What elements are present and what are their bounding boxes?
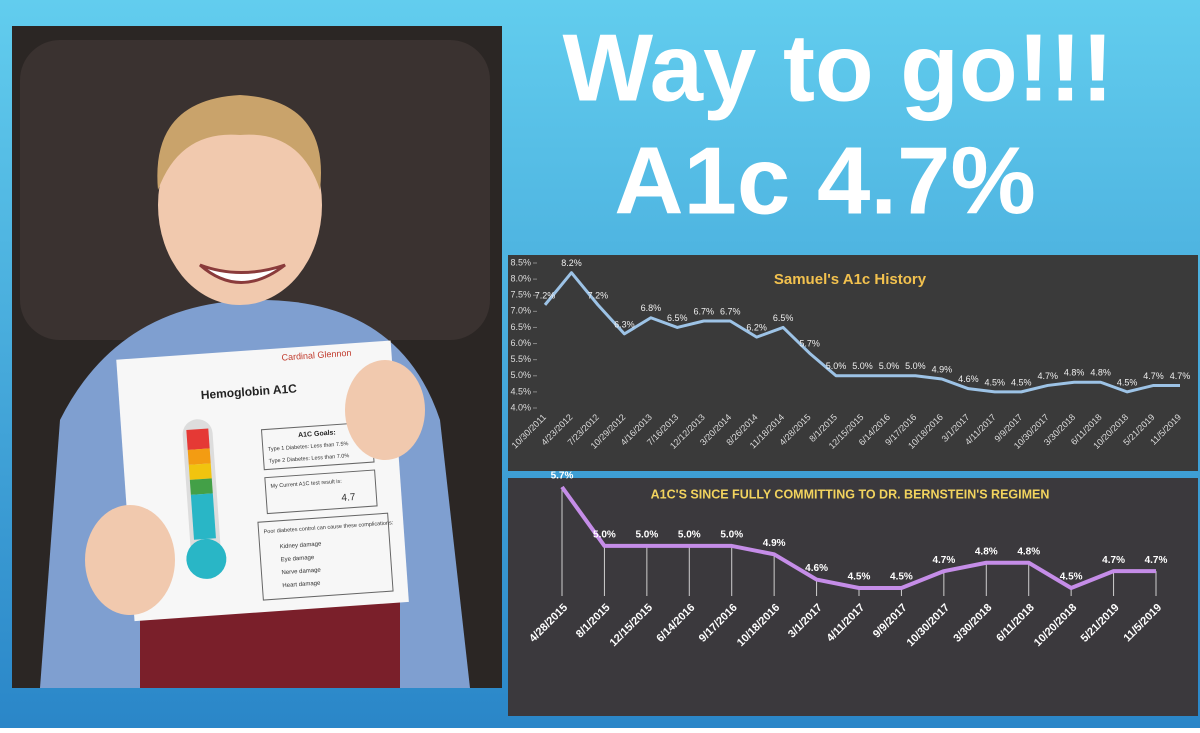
- complication-list: Kidney damage Eye damage Nerve damage Heart…: [280, 541, 323, 590]
- right-hand: [345, 360, 425, 460]
- data-label: 4.7%: [1102, 555, 1125, 566]
- complication: Heart damage: [282, 581, 321, 590]
- data-label: 4.8%: [1017, 546, 1040, 557]
- complication: Nerve damage: [281, 568, 321, 577]
- chart-title: A1C'S SINCE FULLY COMMITTING TO DR. BERN…: [651, 487, 1050, 501]
- smile: [199, 263, 286, 284]
- goals-title: A1C Goals:: [298, 429, 336, 439]
- warning-box: [257, 512, 394, 601]
- data-label: 4.6%: [958, 374, 979, 384]
- data-label: 4.7%: [1143, 371, 1164, 381]
- y-tick-label: 7.0%: [510, 306, 531, 316]
- result-value: 4.7: [341, 492, 356, 504]
- data-label: 6.7%: [720, 306, 741, 316]
- thermo-bulb: [186, 538, 227, 579]
- data-label: 6.7%: [693, 306, 714, 316]
- data-label: 5.0%: [678, 530, 701, 541]
- data-label: 4.9%: [763, 538, 786, 549]
- data-label: 5.0%: [720, 530, 743, 541]
- data-label: 4.8%: [975, 546, 998, 557]
- data-label: 4.5%: [985, 377, 1006, 387]
- data-label: 4.6%: [805, 563, 828, 574]
- data-label: 4.5%: [1011, 377, 1032, 387]
- photo: Cardinal Glennon Hemoglobin A1C A1C Goal…: [12, 26, 502, 688]
- y-tick-label: 8.5%: [510, 257, 531, 267]
- headline-2: A1c 4.7%: [614, 127, 1036, 234]
- data-label: 4.5%: [1117, 377, 1138, 387]
- data-label: 5.7%: [799, 339, 820, 349]
- data-label: 4.8%: [1064, 368, 1085, 378]
- data-label: 4.7%: [1145, 555, 1168, 566]
- goal-1: Type 1 Diabetes: Less than 7.5%: [268, 441, 349, 453]
- sheet-brand: Cardinal Glennon: [281, 348, 352, 363]
- data-label: 4.5%: [848, 572, 871, 583]
- line: [560, 485, 1156, 590]
- data-label: 6.5%: [773, 313, 794, 323]
- y-tick-label: 4.0%: [510, 402, 531, 412]
- sheet: Cardinal Glennon Hemoglobin A1C A1C Goal…: [116, 340, 409, 622]
- thermo-red: [186, 428, 210, 450]
- y-tick-label: 5.0%: [510, 370, 531, 380]
- data-label: 5.0%: [826, 361, 847, 371]
- data-label: 4.7%: [1170, 371, 1191, 381]
- data-label: 6.5%: [667, 313, 688, 323]
- data-label: 5.0%: [635, 530, 658, 541]
- y-tick-label: 6.0%: [510, 338, 531, 348]
- chart-2-panel: [508, 478, 1198, 716]
- data-label: 6.2%: [746, 322, 767, 332]
- left-hand: [85, 505, 175, 615]
- thermo-blue: [190, 493, 216, 540]
- thermo-green: [189, 478, 213, 495]
- y-tick-label: 8.0%: [510, 273, 531, 283]
- chart-1-panel: [508, 255, 1198, 471]
- data-label: 6.8%: [641, 303, 662, 313]
- data-label: 6.3%: [614, 319, 635, 329]
- data-label: 4.8%: [1090, 368, 1111, 378]
- complication: Eye damage: [280, 555, 315, 563]
- hair: [157, 95, 321, 190]
- result-title: My Current A1C test result is:: [270, 479, 342, 490]
- face: [158, 105, 322, 305]
- goal-2: Type 2 Diabetes: Less than 7.0%: [269, 453, 350, 465]
- data-label: 5.0%: [905, 361, 926, 371]
- data-label: 7.2%: [535, 290, 556, 300]
- data-label: 4.5%: [1060, 572, 1083, 583]
- data-label: 4.7%: [932, 555, 955, 566]
- headline-1: Way to go!!!: [563, 14, 1114, 121]
- data-label: 5.0%: [852, 361, 873, 371]
- data-label: 7.2%: [588, 290, 609, 300]
- complication: Kidney damage: [280, 541, 323, 550]
- result-box: [264, 469, 378, 515]
- data-label: 5.0%: [879, 361, 900, 371]
- data-label: 4.7%: [1037, 371, 1058, 381]
- data-label: 4.9%: [932, 364, 953, 374]
- y-tick-label: 6.5%: [510, 322, 531, 332]
- line: [543, 271, 1180, 394]
- y-tick-label: 5.5%: [510, 354, 531, 364]
- data-label: 5.7%: [551, 471, 574, 482]
- data-label: 4.5%: [890, 572, 913, 583]
- y-tick-label: 7.5%: [510, 290, 531, 300]
- thermo-yellow: [188, 463, 212, 480]
- data-label: 5.0%: [593, 530, 616, 541]
- data-label: 8.2%: [561, 258, 582, 268]
- chart-title: Samuel's A1c History: [774, 271, 927, 288]
- y-tick-label: 4.5%: [510, 386, 531, 396]
- sheet-title: Hemoglobin A1C: [200, 381, 297, 402]
- thermo-orange: [187, 448, 211, 465]
